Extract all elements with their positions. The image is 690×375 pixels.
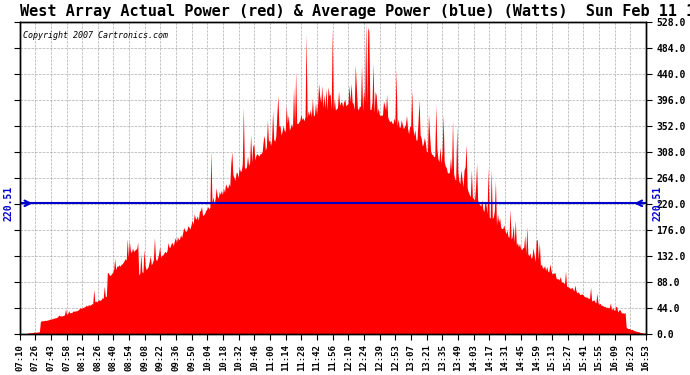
Text: 220.51: 220.51	[652, 186, 662, 221]
Text: 220.51: 220.51	[3, 186, 13, 221]
Text: Copyright 2007 Cartronics.com: Copyright 2007 Cartronics.com	[23, 31, 168, 40]
Text: West Array Actual Power (red) & Average Power (blue) (Watts)  Sun Feb 11 17:05: West Array Actual Power (red) & Average …	[19, 4, 690, 19]
